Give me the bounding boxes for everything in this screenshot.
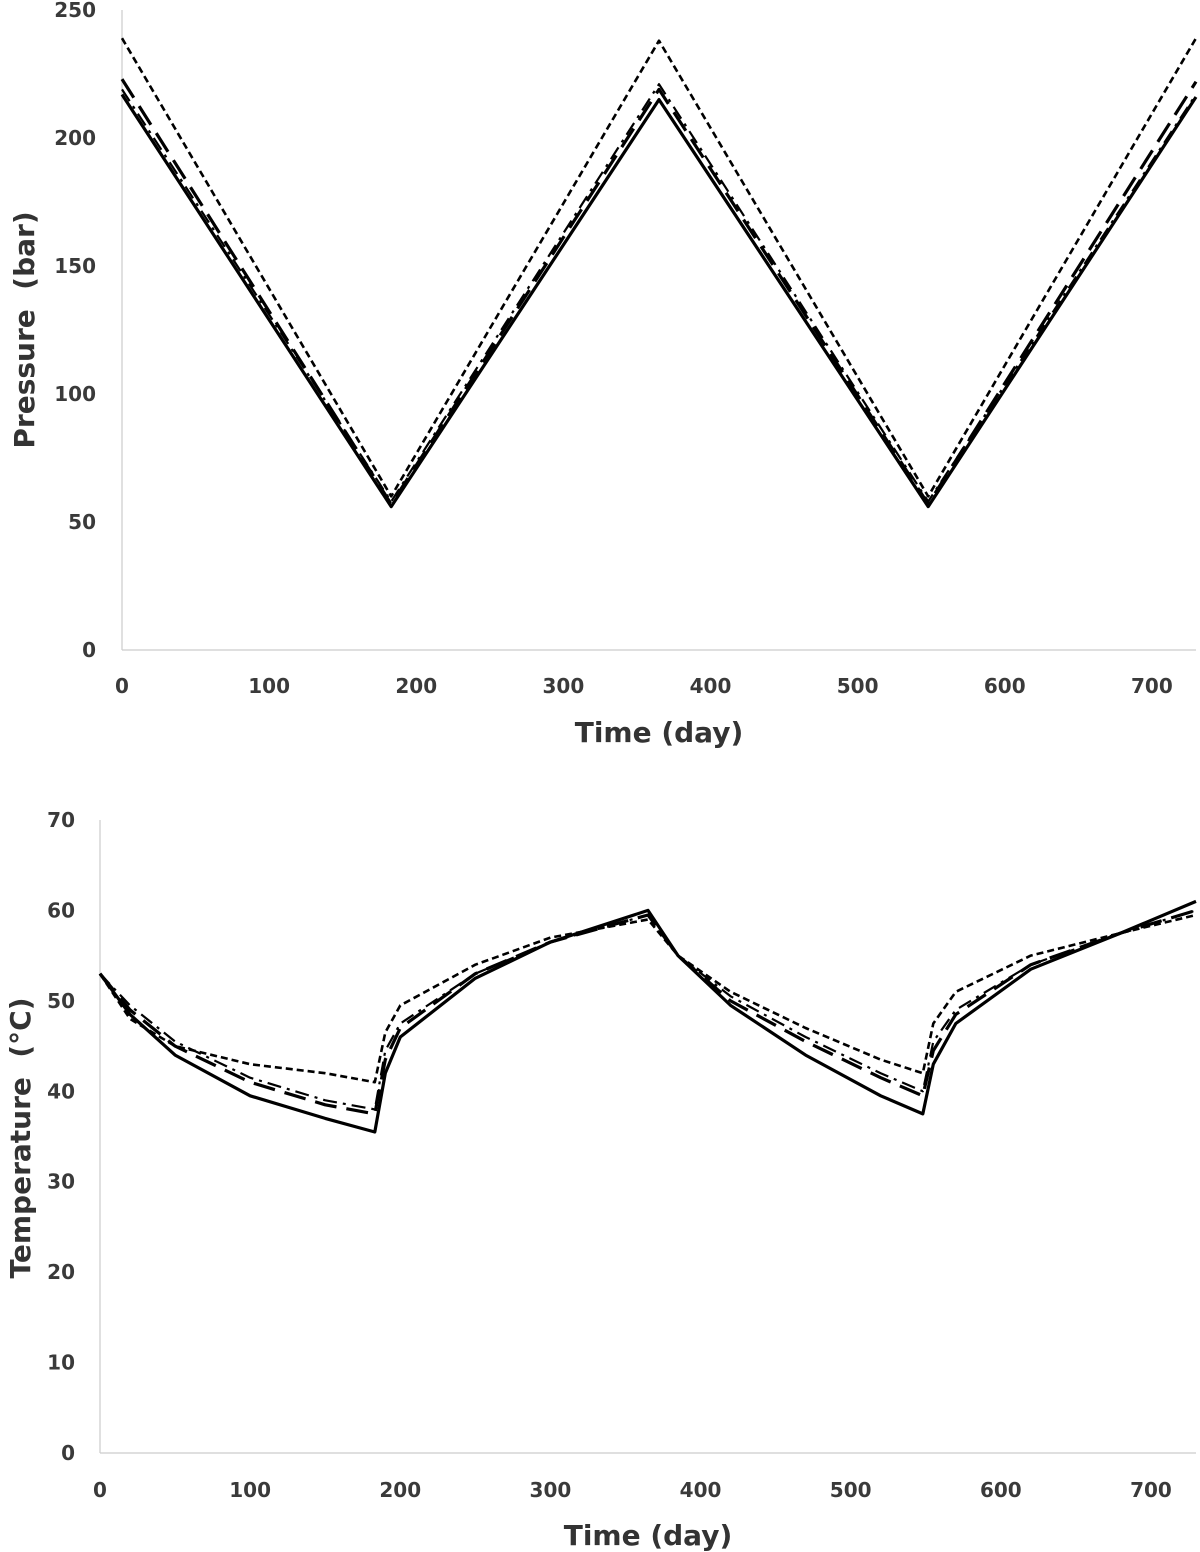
- pressure-y-tick-label: 50: [68, 510, 96, 534]
- temperature-y-tick-label: 0: [61, 1441, 75, 1465]
- temperature-y-tick-label: 20: [47, 1260, 75, 1284]
- temperature-y-tick-label: 60: [47, 898, 75, 922]
- temperature-x-axis-title: Time (day): [564, 1519, 733, 1552]
- pressure-x-tick-label: 200: [395, 674, 437, 698]
- pressure-x-tick-label: 700: [1131, 674, 1173, 698]
- pressure-x-tick-label: 0: [115, 674, 129, 698]
- pressure-x-ticks: 0 100 200 300 400 500 600 700: [115, 674, 1173, 698]
- temperature-y-tick-label: 50: [47, 989, 75, 1013]
- pressure-y-tick-label: 200: [54, 126, 96, 150]
- temperature-y-tick-label: 10: [47, 1351, 75, 1375]
- temperature-x-tick-label: 300: [530, 1478, 572, 1502]
- temperature-x-tick-label: 700: [1130, 1478, 1172, 1502]
- temperature-series-long-dash: [98, 908, 1197, 1116]
- pressure-y-tick-label: 150: [54, 254, 96, 278]
- pressure-y-ticks: 0 50 100 150 200 250: [54, 0, 96, 662]
- pressure-chart: 0 50 100 150 200 250 0 100 200 300 400 500 600 700 T…: [8, 0, 1198, 749]
- temperature-series-dash-dot: [99, 909, 1197, 1111]
- pressure-x-tick-label: 300: [542, 674, 584, 698]
- pressure-series-short-dash: [120, 37, 1198, 498]
- pressure-y-axis-title: Pressure (bar): [8, 211, 41, 448]
- pressure-series-solid: [120, 93, 1198, 509]
- pressure-series-dash-dot: [121, 83, 1197, 503]
- temperature-x-tick-label: 200: [379, 1478, 421, 1502]
- pressure-x-tick-label: 100: [248, 674, 290, 698]
- temperature-x-tick-label: 0: [93, 1478, 107, 1502]
- temperature-y-tick-label: 40: [47, 1079, 75, 1103]
- temperature-series-solid: [98, 899, 1197, 1134]
- temperature-series-short-dash: [98, 913, 1197, 1084]
- pressure-series-long-dash: [120, 78, 1198, 506]
- temperature-x-tick-label: 600: [980, 1478, 1022, 1502]
- temperature-x-tick-label: 500: [830, 1478, 872, 1502]
- temperature-chart: 0 10 20 30 40 50 60 70 0 100 200 300 400 500 600 700 T…: [4, 808, 1197, 1552]
- temperature-y-ticks: 0 10 20 30 40 50 60 70: [47, 808, 75, 1465]
- temperature-series-lines: [98, 899, 1197, 1134]
- temperature-y-tick-label: 30: [47, 1170, 75, 1194]
- pressure-x-axis-title: Time (day): [575, 716, 744, 749]
- pressure-y-tick-label: 250: [54, 0, 96, 22]
- pressure-series-lines: [120, 37, 1198, 509]
- pressure-x-tick-label: 600: [984, 674, 1026, 698]
- pressure-x-tick-label: 500: [837, 674, 879, 698]
- temperature-x-ticks: 0 100 200 300 400 500 600 700: [93, 1478, 1172, 1502]
- temperature-y-tick-label: 70: [47, 808, 75, 832]
- temperature-y-axis-title: Temperature (°C): [4, 997, 37, 1278]
- temperature-x-tick-label: 100: [229, 1478, 271, 1502]
- temperature-x-tick-label: 400: [680, 1478, 722, 1502]
- pressure-y-tick-label: 0: [82, 638, 96, 662]
- pressure-y-tick-label: 100: [54, 382, 96, 406]
- pressure-x-tick-label: 400: [690, 674, 732, 698]
